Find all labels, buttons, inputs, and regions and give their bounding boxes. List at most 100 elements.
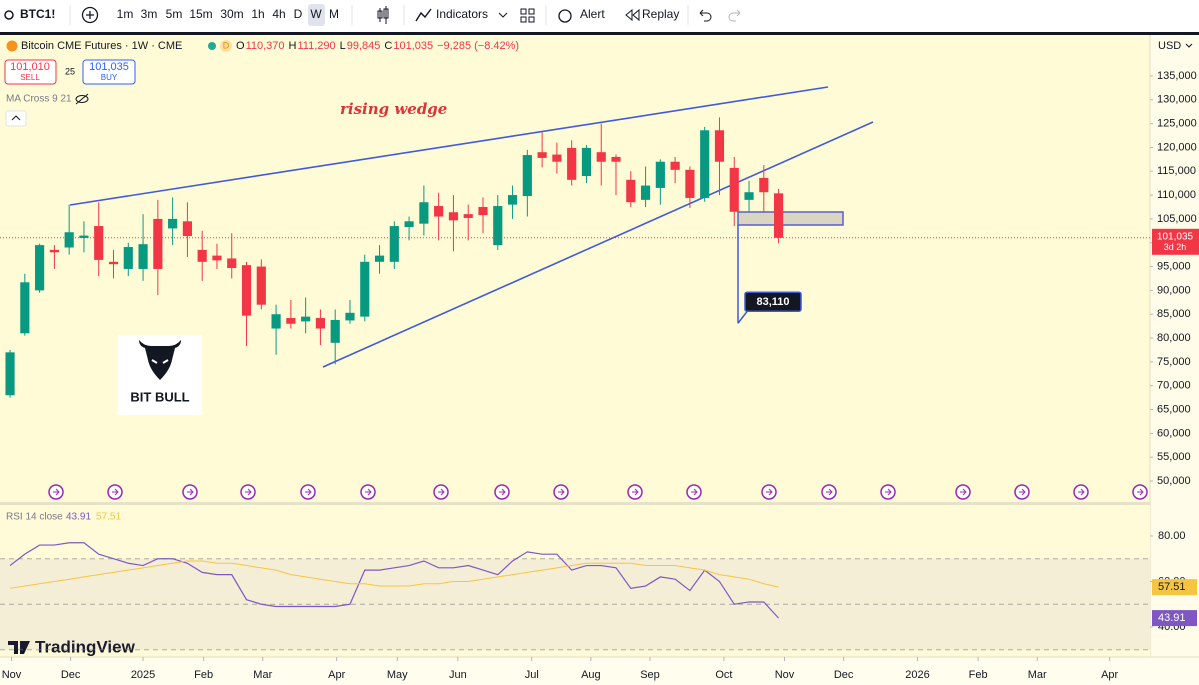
event-arrow [187, 488, 194, 496]
candle-body [108, 261, 119, 265]
rsi-value-box [1152, 610, 1197, 627]
replay-icon [625, 8, 640, 22]
candle-body [655, 161, 665, 188]
candle-body [596, 152, 606, 162]
symbol[interactable]: BTC1! [20, 7, 55, 21]
y-tick-label: 90,000 [1157, 284, 1191, 296]
x-tick-label: Apr [1101, 669, 1118, 681]
tv-logo-text[interactable]: TradingView [35, 637, 136, 656]
candle-body [64, 232, 74, 248]
interval[interactable]: 30m [220, 7, 243, 21]
undo[interactable] [699, 9, 712, 22]
redo[interactable] [728, 9, 741, 22]
candle-body [345, 312, 355, 321]
collapse-icon [11, 115, 21, 121]
x-tick-label: Feb [969, 669, 988, 681]
x-tick-label: Sep [640, 669, 660, 681]
interval[interactable]: 1h [251, 7, 264, 21]
candle-body [79, 235, 89, 238]
visibility-slash [75, 93, 89, 105]
x-tick-label: Dec [834, 669, 854, 681]
indicators-icon [415, 8, 432, 22]
candle-body [138, 244, 148, 269]
event-arrow [499, 488, 506, 496]
toolbar-border [0, 32, 1199, 35]
interval[interactable]: D [294, 7, 303, 21]
interval-active-bg [308, 4, 325, 26]
candle-body [271, 314, 281, 329]
range-box[interactable] [737, 211, 844, 226]
wedge-upper[interactable] [69, 86, 829, 206]
sell-label[interactable]: SELL [20, 73, 40, 82]
interval[interactable]: 15m [189, 7, 212, 21]
currency-box[interactable] [1152, 37, 1196, 55]
interval[interactable]: M [329, 7, 339, 21]
symbol-icon [6, 40, 18, 52]
chart-type-icon[interactable] [377, 6, 389, 24]
x-tick-label: Jul [525, 669, 539, 681]
rsi-legend-value: 57.51 [96, 512, 121, 523]
add-symbol[interactable] [81, 6, 99, 24]
candle-body [168, 218, 178, 229]
y-tick-label: 80.00 [1158, 530, 1186, 542]
layouts-icon[interactable] [520, 8, 535, 23]
x-tick-label: Apr [328, 669, 345, 681]
x-tick-label: Feb [194, 669, 213, 681]
event-arrow [632, 488, 639, 496]
candle-body [227, 258, 237, 268]
candle-body [5, 352, 15, 396]
x-tick-label: Dec [61, 669, 81, 681]
event-arrow [885, 488, 892, 496]
x-tick-label: May [387, 669, 408, 681]
time-axis [0, 657, 1199, 685]
interval[interactable]: 3m [141, 7, 158, 21]
sell-button[interactable] [4, 59, 57, 85]
y-tick-label: 115,000 [1157, 165, 1196, 177]
interval[interactable]: 5m [166, 7, 183, 21]
chevron[interactable] [498, 12, 508, 18]
y-tick-label: 65,000 [1157, 403, 1191, 415]
candle-body [330, 319, 340, 343]
last-price-label: 101,035 [1157, 231, 1194, 242]
rsi-value-box [1152, 579, 1197, 596]
symbol-line: Bitcoin CME Futures · 1W · CME [21, 40, 182, 52]
candle-body [522, 155, 532, 197]
buy-button[interactable] [82, 59, 136, 85]
candle-body [640, 185, 651, 200]
candle-body [434, 206, 444, 217]
wedge-lower[interactable] [322, 121, 874, 368]
badge: D [223, 40, 230, 50]
interval[interactable]: 1m [117, 7, 134, 21]
y-tick-label: 60,000 [1157, 427, 1191, 439]
search-icon[interactable] [4, 10, 14, 20]
target-box [744, 291, 802, 312]
ohlc-value: 101,035 [393, 40, 433, 52]
interval[interactable]: 4h [272, 7, 285, 21]
annotation[interactable]: rising wedge [340, 100, 447, 118]
y-tick-label: 125,000 [1157, 118, 1197, 130]
indicators-button[interactable]: Indicators [436, 7, 488, 21]
y-tick-label: 75,000 [1157, 356, 1191, 368]
buy-price[interactable]: 101,035 [89, 61, 129, 73]
countdown: 3d 2h [1164, 242, 1187, 252]
replay-button[interactable]: Replay [642, 7, 679, 21]
candle-body [448, 212, 459, 221]
candle-body [729, 167, 739, 212]
currency[interactable]: USD [1158, 40, 1181, 52]
indicator-legend[interactable]: MA Cross 9 21 [6, 94, 72, 105]
collapse-button[interactable] [5, 110, 27, 127]
candle-body [552, 154, 562, 162]
x-tick-label: Aug [581, 669, 601, 681]
y-tick-label: 80,000 [1157, 332, 1191, 344]
candle-body [182, 221, 192, 237]
candle-body [759, 177, 769, 193]
y-tick-label: 130,000 [1157, 94, 1197, 106]
interval[interactable]: W [310, 7, 322, 21]
buy-label[interactable]: BUY [101, 73, 118, 82]
candle-body [256, 266, 266, 305]
candle-body [507, 195, 518, 205]
sell-price[interactable]: 101,010 [10, 61, 50, 73]
visibility-icon[interactable] [75, 95, 89, 103]
alert-button[interactable]: Alert [580, 7, 605, 21]
